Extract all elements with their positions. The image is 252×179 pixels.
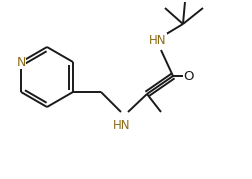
Text: HN: HN: [113, 119, 131, 132]
Text: O: O: [184, 69, 194, 83]
Text: HN: HN: [149, 34, 167, 47]
Text: N: N: [16, 55, 26, 69]
